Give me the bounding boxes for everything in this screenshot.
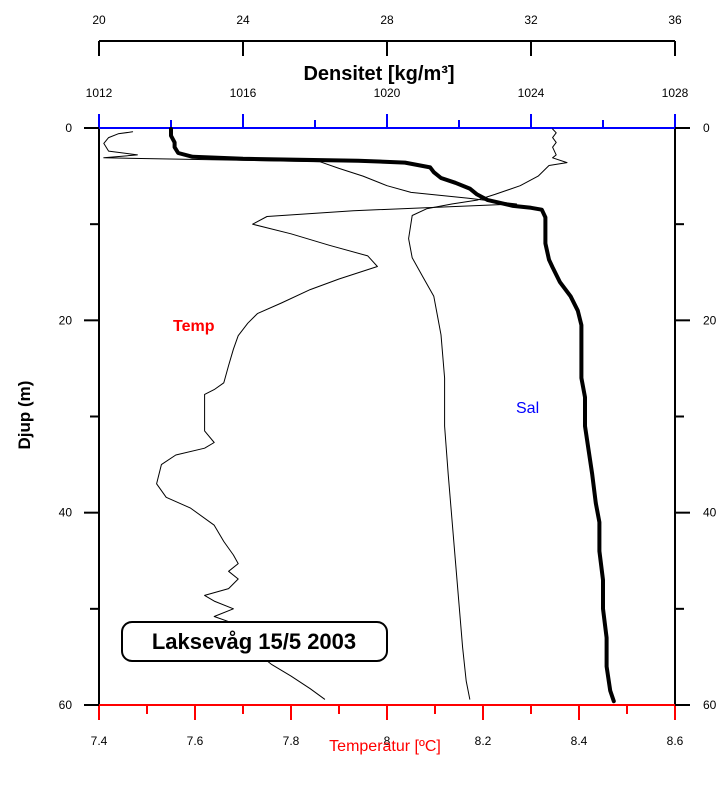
depth-axis: 0 0 20 20 40 40 60 60 [59, 121, 717, 712]
depth-tick-label-left: 20 [59, 313, 73, 327]
temperature-tick-label: 8 [384, 734, 391, 748]
station-label: Laksevåg 15/5 2003 [152, 629, 356, 654]
temperature-tick-label: 7.4 [91, 734, 108, 748]
salinity-axis: 20 24 28 32 36 [92, 13, 682, 56]
salinity-tick-label: 24 [236, 13, 250, 27]
temperature-tick-label: 8.2 [475, 734, 492, 748]
temp-series-label: Temp [173, 318, 215, 335]
density-tick-label: 1016 [230, 86, 257, 100]
temperature-tick-label: 7.8 [283, 734, 300, 748]
temperature-axis: 7.4 7.6 7.8 8 8.2 8.4 8.6 [91, 704, 684, 748]
sal-series-label: Sal [516, 400, 539, 417]
salinity-tick-label: 36 [668, 13, 682, 27]
depth-tick-label-right: 0 [703, 121, 710, 135]
density-profile-line [169, 127, 616, 704]
salinity-tick-label: 28 [380, 13, 394, 27]
station-label-box [121, 621, 388, 662]
depth-tick-label-left: 0 [65, 121, 72, 135]
depth-tick-label-right: 20 [703, 313, 717, 327]
density-tick-label: 1024 [518, 86, 545, 100]
salinity-tick-label: 20 [92, 13, 106, 27]
depth-tick-label-right: 60 [703, 698, 717, 712]
density-tick-label: 1028 [662, 86, 689, 100]
salinity-tick-label: 32 [524, 13, 538, 27]
depth-tick-label-left: 60 [59, 698, 73, 712]
density-tick-label: 1012 [86, 86, 113, 100]
profile-lines [103, 127, 616, 704]
depth-tick-label-left: 40 [59, 506, 73, 520]
temperature-axis-title: Temperatur [ºC] [329, 738, 441, 755]
density-axis-title: Densitet [kg/m³] [303, 63, 454, 85]
depth-axis-title: Djup (m) [15, 381, 34, 450]
density-tick-label: 1020 [374, 86, 401, 100]
temperature-profile-line [103, 131, 518, 700]
depth-tick-label-right: 40 [703, 506, 717, 520]
temperature-tick-label: 8.6 [667, 734, 684, 748]
temperature-tick-label: 8.4 [571, 734, 588, 748]
density-axis: 1012 1016 1020 1024 1028 [86, 86, 689, 129]
salinity-profile-line [408, 128, 568, 700]
plot-frame [98, 128, 676, 705]
temperature-tick-label: 7.6 [187, 734, 204, 748]
